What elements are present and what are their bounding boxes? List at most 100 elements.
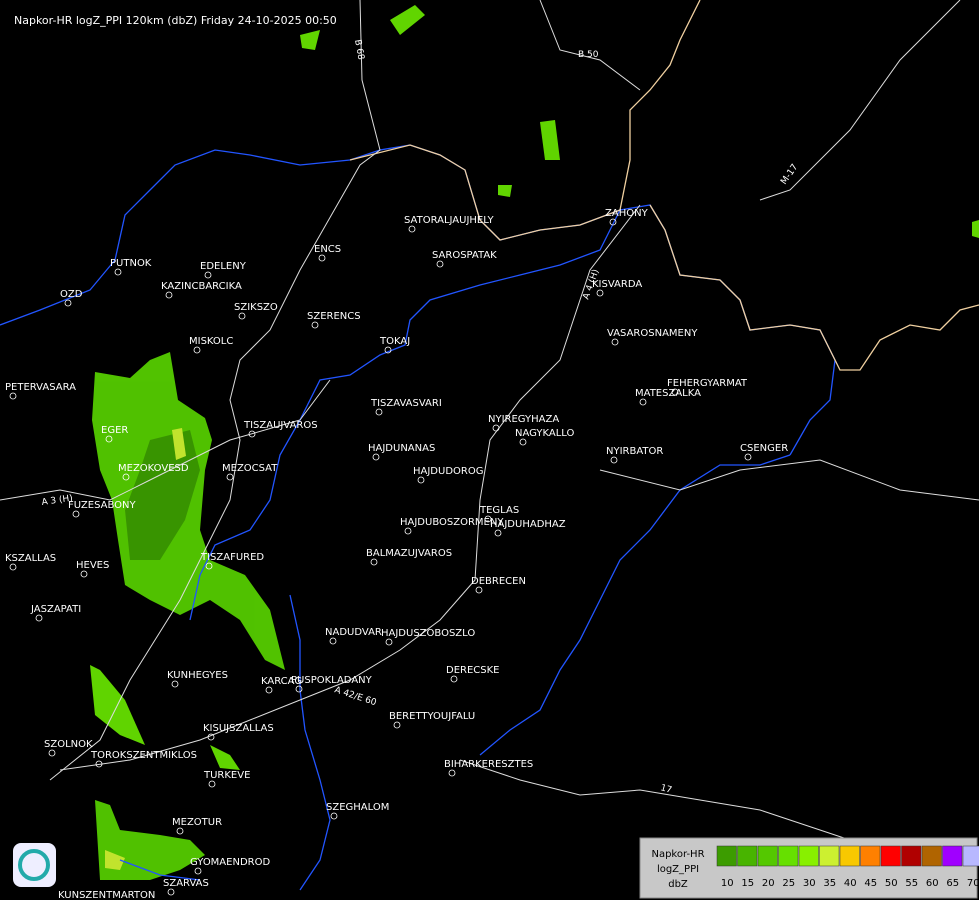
city-marker	[492, 424, 500, 432]
city-marker	[171, 680, 179, 688]
city-label: HAJDUDOROG	[413, 466, 483, 477]
city-label: TEGLAS	[479, 505, 519, 516]
city-marker	[596, 289, 604, 297]
city-marker	[72, 510, 80, 518]
legend-swatch	[901, 845, 922, 867]
city-label: PUSPOKLADANY	[291, 675, 373, 686]
city-marker	[330, 812, 338, 820]
legend-tick: 10	[721, 878, 734, 889]
city-marker	[384, 346, 392, 354]
city-marker	[448, 769, 456, 777]
legend-swatch	[921, 845, 942, 867]
city-label: SZIKSZO	[234, 302, 278, 313]
legend-tick: 40	[844, 878, 857, 889]
legend-swatch	[716, 845, 737, 867]
city-label: FEHERGYARMAT	[667, 378, 748, 389]
city-label: PUTNOK	[110, 258, 152, 269]
city-label: HAJDUBOSZORMENY	[400, 517, 504, 528]
city-label: KISUJSZALLAS	[203, 723, 274, 734]
city-label: HAJDUSZOBOSZLO	[381, 628, 475, 639]
city-label: KSZALLAS	[5, 553, 56, 564]
city-labels: SATORALJAUJHELY SAROSPATAK ZAHONY KISVARDA V…	[5, 208, 788, 900]
city-label: TOKAJ	[379, 336, 410, 347]
city-label: MEZOTUR	[172, 817, 222, 828]
city-marker	[114, 268, 122, 276]
legend-tick: 20	[762, 878, 775, 889]
city-label: EDELENY	[200, 261, 247, 272]
city-marker	[639, 398, 647, 406]
legend-tick: 70	[967, 878, 979, 889]
city-label: ZAHONY	[605, 208, 649, 219]
city-label: HAJDUNANAS	[368, 443, 435, 454]
city-marker	[48, 749, 56, 757]
legend-tick: 65	[946, 878, 959, 889]
city-label: BIHARKERESZTES	[444, 759, 533, 770]
legend-swatch	[880, 845, 901, 867]
city-marker	[385, 638, 393, 646]
radar-echoes	[90, 5, 979, 880]
city-label: GYOMAENDROD	[190, 857, 270, 868]
city-label: MISKOLC	[189, 336, 233, 347]
city-marker	[671, 388, 679, 396]
city-label: TISZAFURED	[200, 552, 264, 563]
city-marker	[205, 562, 213, 570]
city-label: SZARVAS	[163, 878, 209, 889]
city-marker	[64, 299, 72, 307]
city-label: TURKEVE	[203, 770, 250, 781]
city-marker	[9, 563, 17, 571]
city-marker	[207, 733, 215, 741]
city-label: KAZINCBARCIKA	[161, 281, 242, 292]
city-label: NYIREGYHAZA	[488, 414, 559, 425]
road-label: 17	[659, 783, 673, 796]
city-label: SZOLNOK	[44, 739, 93, 750]
city-label: FUZESABONY	[68, 500, 136, 511]
city-marker	[193, 346, 201, 354]
logo-swirl	[18, 849, 50, 881]
city-marker	[408, 225, 416, 233]
city-marker	[519, 438, 527, 446]
city-marker	[375, 408, 383, 416]
city-marker	[95, 760, 103, 768]
road-label: A 42/E 60	[333, 685, 378, 708]
city-label: MEZOCSAT	[222, 463, 278, 474]
legend-tick: 60	[926, 878, 939, 889]
city-marker	[226, 473, 234, 481]
city-marker	[329, 637, 337, 645]
city-label: BERETTYOUJFALU	[389, 711, 475, 722]
city-marker	[194, 867, 202, 875]
city-label: VASAROSNAMENY	[607, 328, 698, 339]
city-marker	[484, 515, 492, 523]
city-label: SAROSPATAK	[432, 250, 497, 261]
city-marker	[393, 721, 401, 729]
city-marker	[105, 435, 113, 443]
city-label: PETERVASARA	[5, 382, 76, 393]
city-label: JASZAPATI	[30, 604, 81, 615]
legend-swatch	[839, 845, 860, 867]
legend-tick: 25	[782, 878, 795, 889]
city-marker	[609, 218, 617, 226]
city-marker	[165, 291, 173, 299]
city-label: KUNHEGYES	[167, 670, 228, 681]
city-marker	[744, 453, 752, 461]
city-marker	[35, 614, 43, 622]
city-label: TISZAVASVARI	[370, 398, 442, 409]
legend-swatch	[798, 845, 819, 867]
roads	[0, 0, 979, 851]
city-marker	[611, 338, 619, 346]
city-label: KARCAG	[261, 676, 302, 687]
city-label: CSENGER	[740, 443, 788, 454]
city-marker	[450, 675, 458, 683]
city-label: DEBRECEN	[471, 576, 526, 587]
city-label: KISVARDA	[592, 279, 642, 290]
city-marker	[311, 321, 319, 329]
city-label: SZEGHALOM	[326, 802, 389, 813]
legend-swatch	[778, 845, 799, 867]
city-label: ENCS	[314, 244, 341, 255]
legend-tick: 15	[741, 878, 754, 889]
city-marker	[436, 260, 444, 268]
city-marker	[295, 685, 303, 693]
city-marker	[176, 827, 184, 835]
city-marker	[404, 527, 412, 535]
city-label: NAGYKALLO	[515, 428, 575, 439]
